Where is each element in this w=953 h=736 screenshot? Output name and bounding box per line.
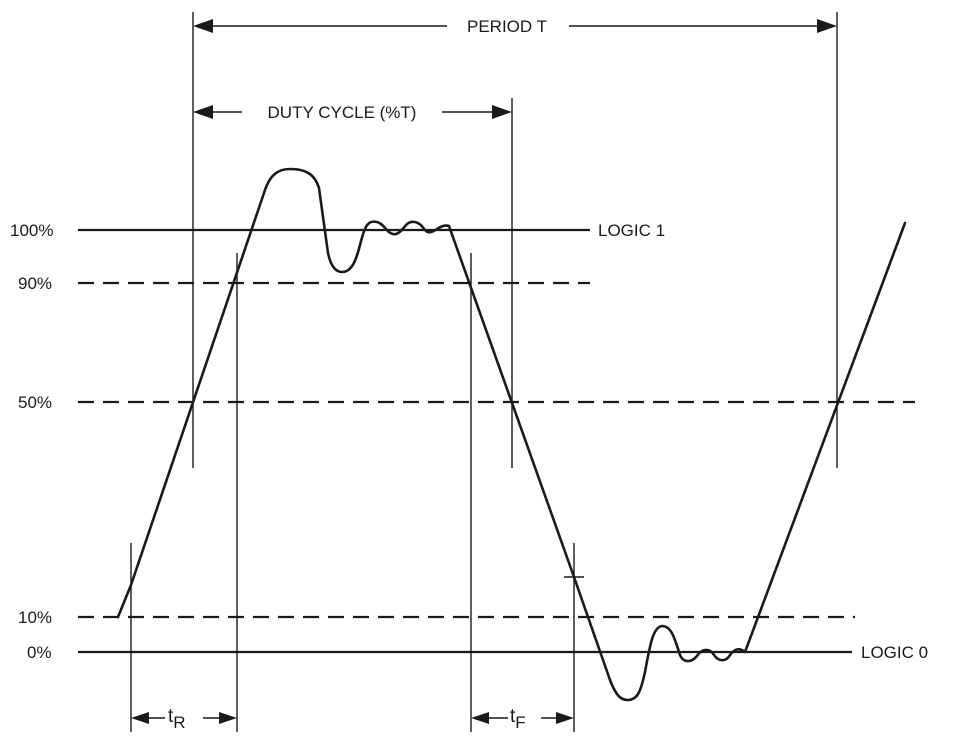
level-100-label: 100% (10, 221, 53, 240)
fall-time-symbol: t (510, 706, 516, 727)
tf-arrow-right-head (556, 712, 574, 724)
rise-time-subscript: R (173, 713, 185, 732)
level-50-label: 50% (18, 393, 52, 412)
duty-arrow-left-head (193, 105, 213, 119)
duty-arrow-right-head (492, 105, 512, 119)
period-arrow-left-head (193, 19, 213, 33)
fall-time-subscript: F (515, 713, 525, 732)
tr-arrow-left-head (131, 712, 149, 724)
level-0-label: 0% (27, 643, 52, 662)
logic-1-label: LOGIC 1 (598, 221, 665, 240)
period-label: PERIOD T (467, 17, 547, 36)
pulse-waveform (116, 167, 907, 702)
duty-cycle-label: DUTY CYCLE (%T) (268, 103, 417, 122)
rise-time-symbol: t (168, 706, 174, 727)
rise-time-label: tR (168, 706, 186, 732)
tf-arrow-left-head (471, 712, 489, 724)
level-10-label: 10% (18, 608, 52, 627)
fall-time-label: tF (510, 706, 526, 732)
tr-arrow-right-head (219, 712, 237, 724)
period-arrow-right-head (817, 19, 837, 33)
level-90-label: 90% (18, 274, 52, 293)
logic-0-label: LOGIC 0 (861, 643, 928, 662)
